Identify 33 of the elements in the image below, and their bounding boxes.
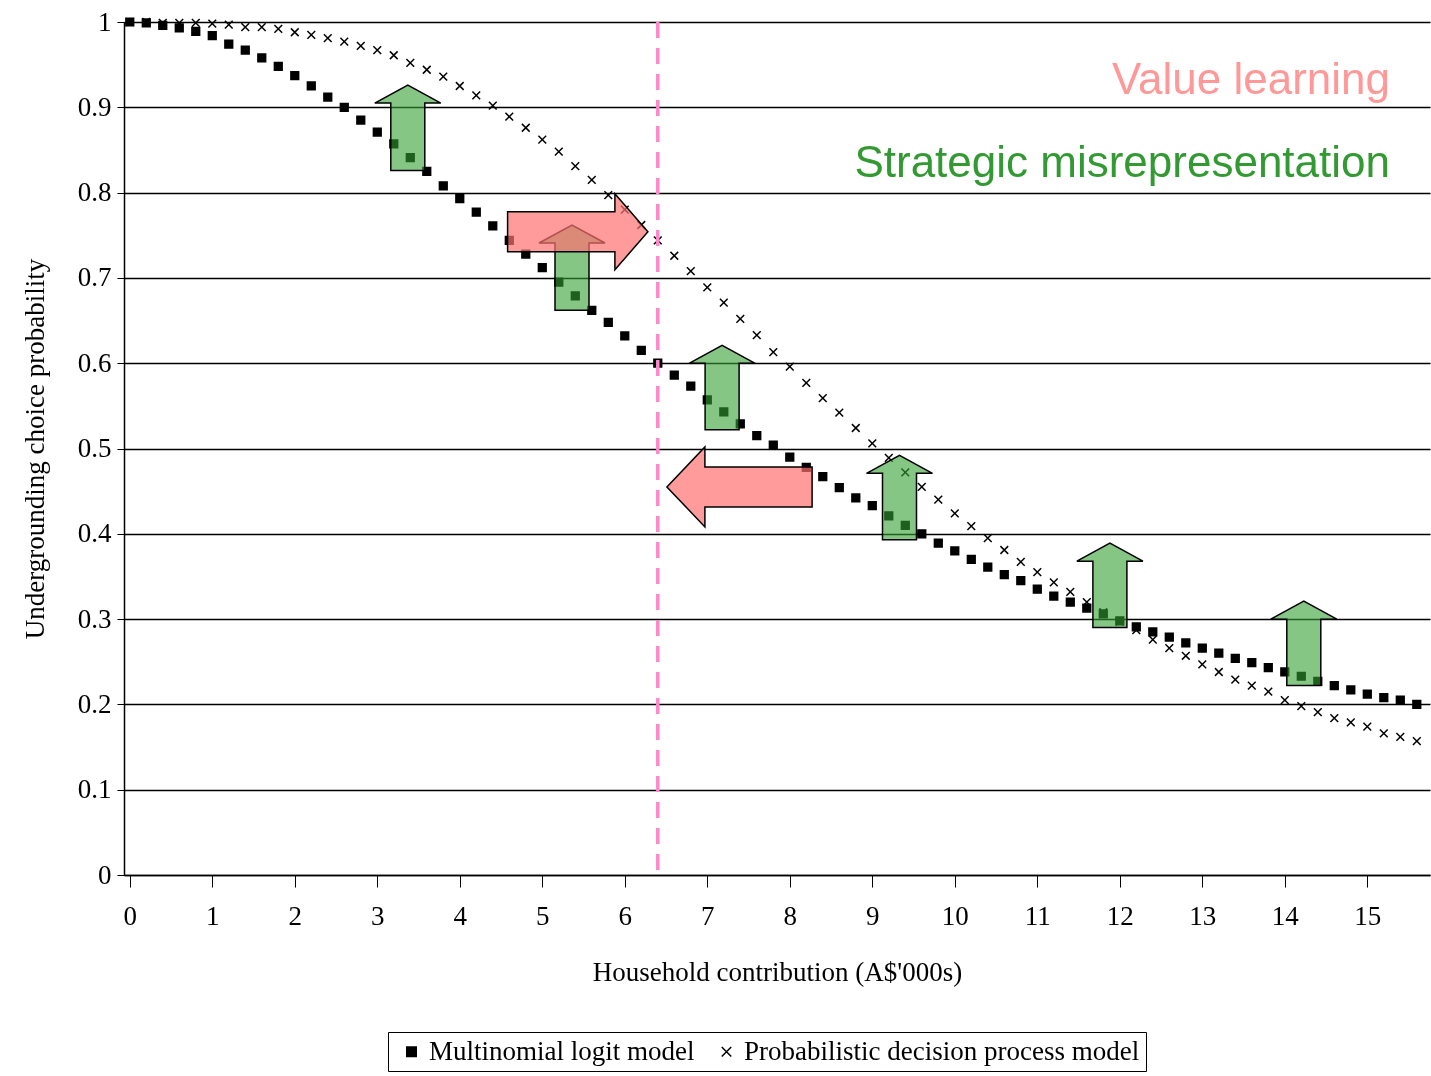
x-tick-label: 3 xyxy=(371,900,385,931)
x-tick-label: 9 xyxy=(866,900,880,931)
x-tick-label: 7 xyxy=(701,900,715,931)
y-tick-label: 0.5 xyxy=(77,433,112,463)
y-tick-label: 0.9 xyxy=(77,91,112,122)
x-tick-label: 11 xyxy=(1024,900,1051,931)
y-tick-label: 0.7 xyxy=(77,262,112,293)
y-tick-label: 0.2 xyxy=(77,688,112,719)
y-axis-title: Undergrounding choice probability xyxy=(19,258,50,640)
x-tick-label: 12 xyxy=(1106,900,1134,931)
x-tick-label: 4 xyxy=(453,900,468,931)
x-tick-label: 8 xyxy=(783,900,798,931)
x-tick-label: 5 xyxy=(536,900,550,931)
y-tick-label: 0.1 xyxy=(77,774,112,805)
x-tick-label: 13 xyxy=(1189,900,1217,931)
y-tick-label: 0 xyxy=(98,859,112,890)
x-tick-label: 1 xyxy=(206,900,220,931)
y-tick-label: 0.3 xyxy=(77,603,112,634)
legend-label: Probabilistic decision process model xyxy=(744,1035,1140,1066)
x-tick-label: 15 xyxy=(1354,900,1382,931)
x-tick-label: 14 xyxy=(1271,900,1300,931)
x-tick-label: 0 xyxy=(123,900,138,931)
y-tick-label: 1 xyxy=(98,6,112,37)
y-tick-label: 0.4 xyxy=(77,518,112,549)
x-tick-label: 10 xyxy=(941,900,969,931)
y-tick-label: 0.8 xyxy=(77,177,112,208)
y-tick-label: 0.6 xyxy=(77,347,112,378)
x-axis-title: Household contribution (A$'000s) xyxy=(592,956,963,987)
annotation: Value learning xyxy=(1111,54,1390,103)
x-tick-label: 6 xyxy=(618,900,633,931)
annotation: Strategic misrepresentation xyxy=(854,137,1390,186)
x-tick-label: 2 xyxy=(288,900,303,931)
legend-label: Multinomial logit model xyxy=(429,1035,695,1066)
